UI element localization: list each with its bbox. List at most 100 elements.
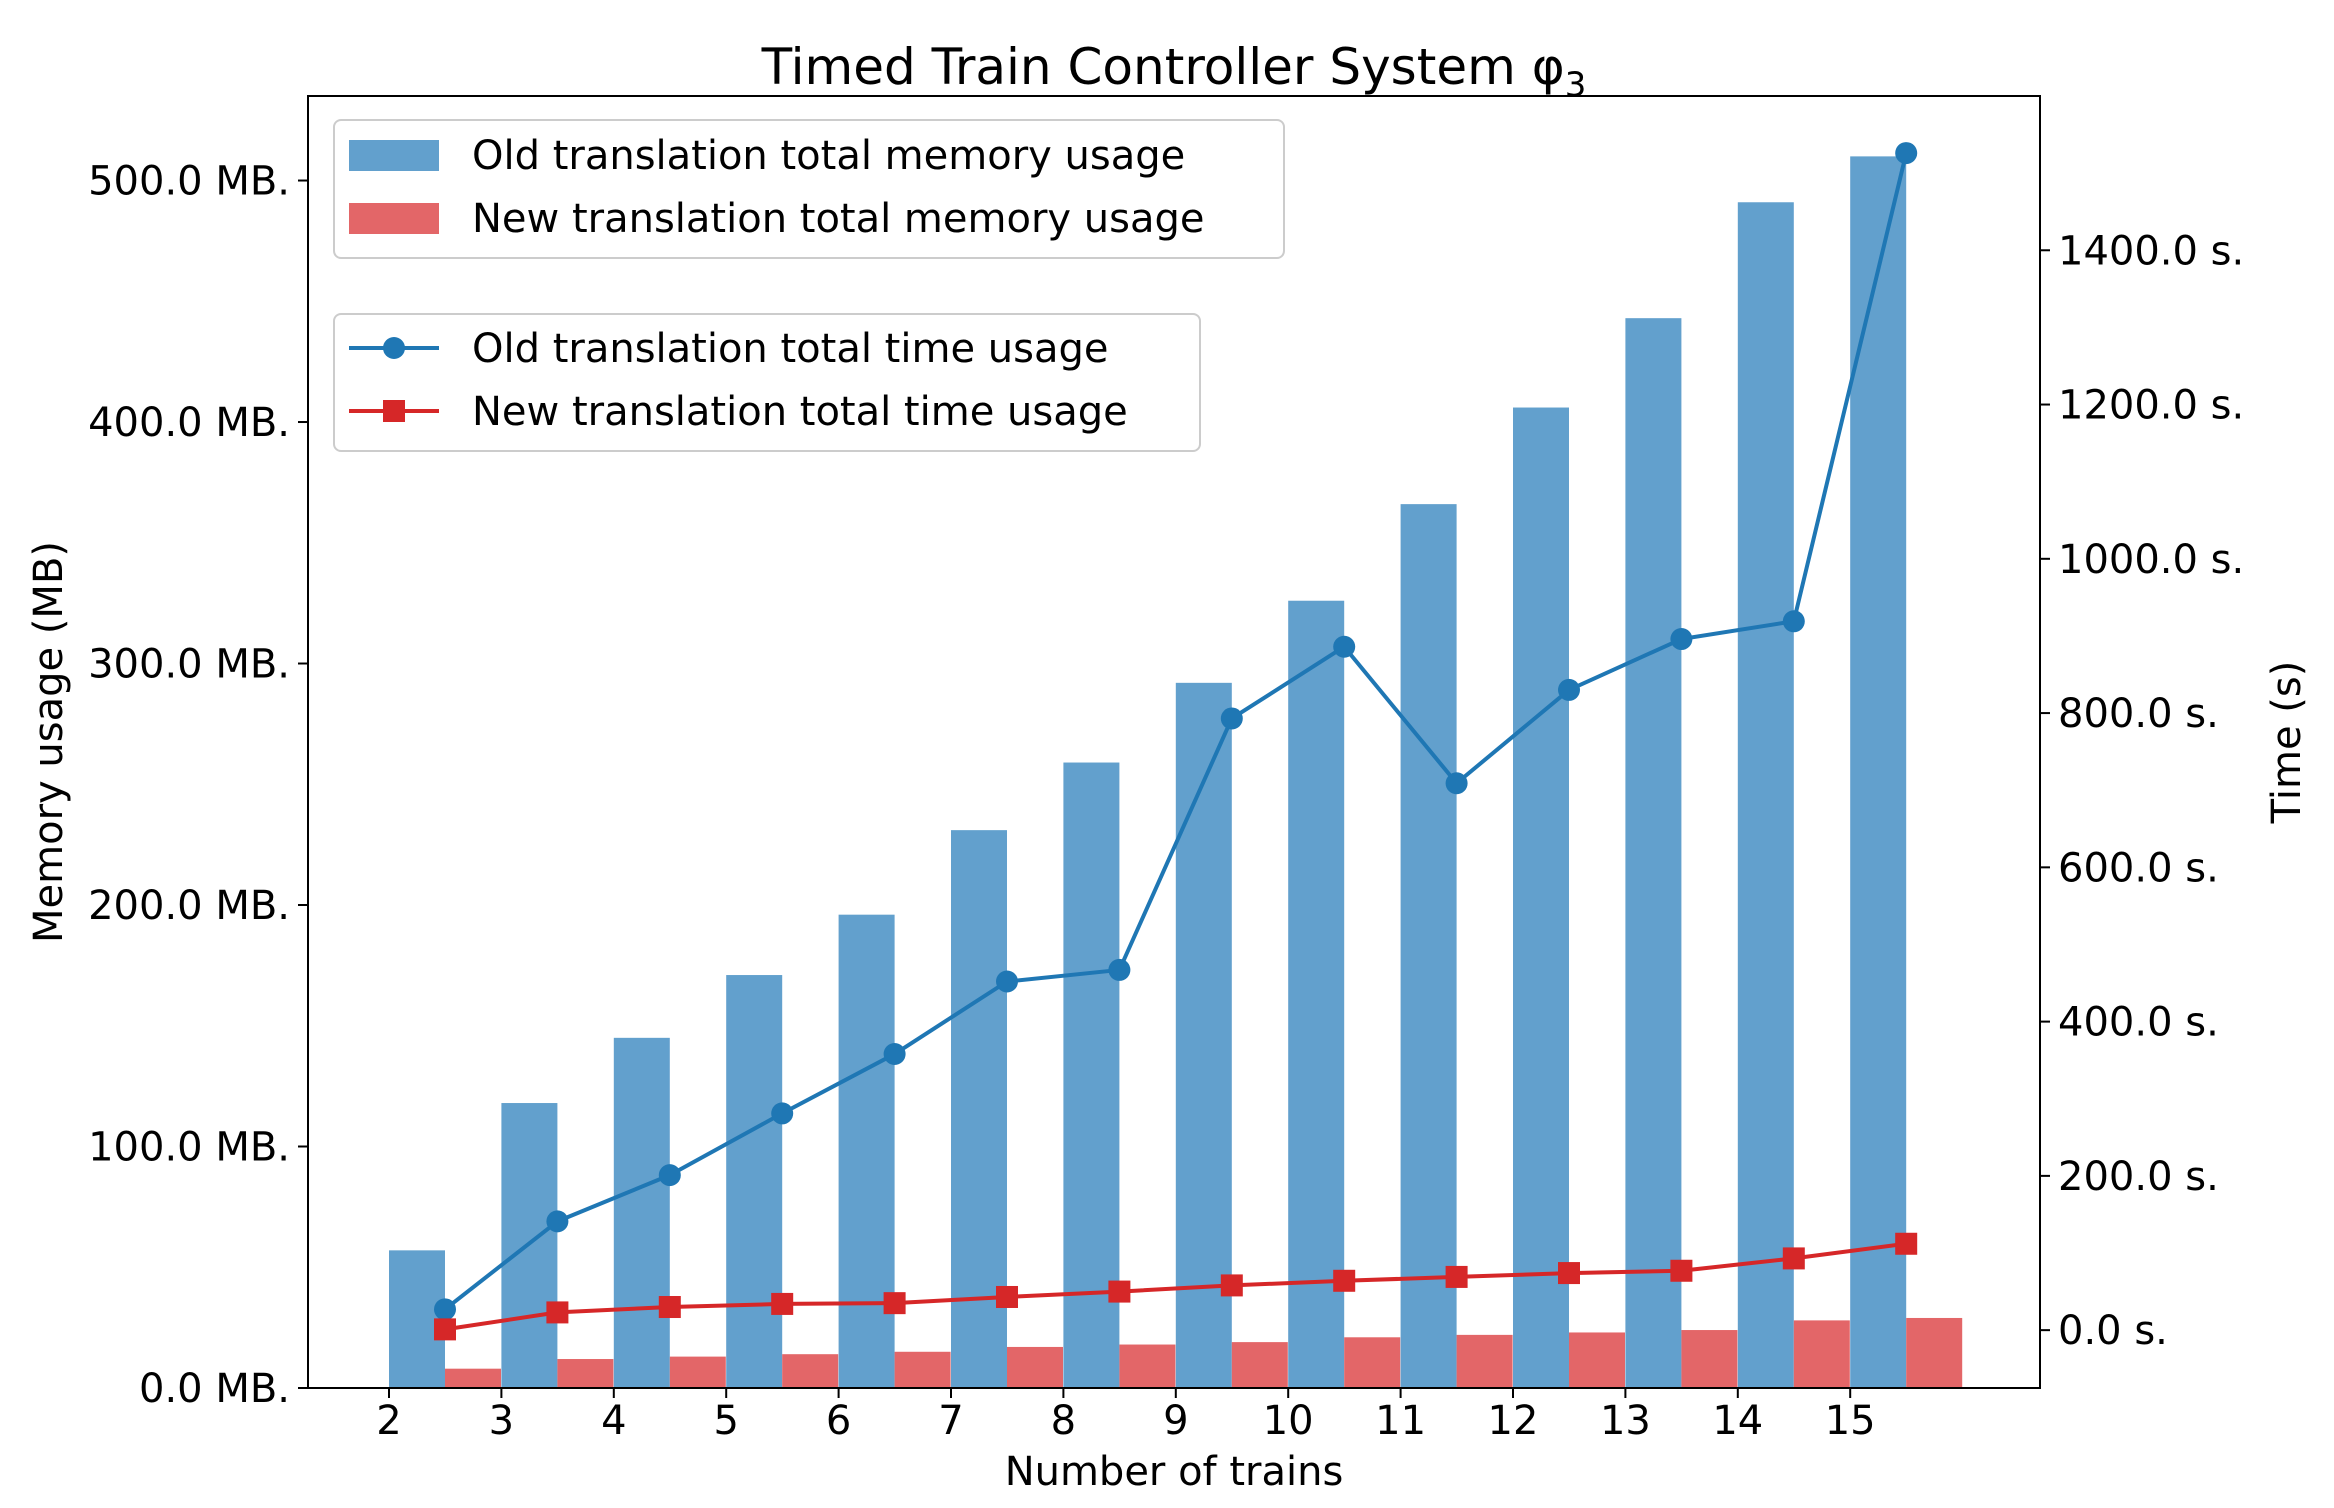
x-axis-label: Number of trains [1005, 1449, 1344, 1495]
old-time-marker-12 [1558, 678, 1580, 701]
bar-new-memory-11 [1456, 1334, 1513, 1388]
memory-legend-box [333, 119, 1285, 259]
bar-old-memory-14 [1737, 202, 1794, 1389]
x-tick-label-2: 2 [376, 1398, 401, 1444]
new-time-marker-12 [1558, 1262, 1580, 1285]
x-tick-label-10: 10 [1263, 1398, 1314, 1444]
old-time-marker-3 [546, 1210, 569, 1233]
bar-new-memory-13 [1681, 1330, 1738, 1388]
bar-old-memory-15 [1850, 156, 1907, 1389]
legend-label-new-memory: New translation total memory usage [472, 196, 1204, 242]
new-time-marker-14 [1782, 1247, 1805, 1270]
new-time-marker-2 [434, 1318, 456, 1341]
time-legend: Old translation total time usage New tra… [333, 313, 1201, 452]
bar-old-memory-12 [1513, 407, 1569, 1389]
time-legend-box [333, 313, 1201, 452]
new-time-marker-8 [1108, 1280, 1131, 1303]
y-left-tick-label-200: 200.0 MB. [88, 883, 290, 929]
x-tick-label-6: 6 [826, 1398, 851, 1444]
x-tick-label-7: 7 [938, 1398, 963, 1444]
y-axis-right-label: Time (s) [2264, 661, 2310, 825]
new-time-marker-4 [658, 1296, 681, 1319]
legend-swatch-old-memory [349, 140, 439, 171]
old-time-marker-15 [1895, 142, 1918, 165]
old-time-marker-6 [883, 1043, 906, 1066]
bar-old-memory-13 [1625, 318, 1682, 1389]
bar-new-memory-8 [1119, 1344, 1176, 1388]
y-right-tick-label-800: 800.0 s. [2058, 691, 2219, 737]
y-right-tick-label-1000: 1000.0 s. [2058, 537, 2244, 583]
bar-old-memory-6 [838, 914, 895, 1388]
bar-old-memory-11 [1400, 504, 1457, 1389]
bar-new-memory-3 [557, 1359, 614, 1388]
new-time-marker-6 [883, 1292, 906, 1315]
new-time-marker-10 [1333, 1269, 1356, 1292]
old-time-marker-2 [434, 1298, 456, 1321]
new-time-marker-3 [546, 1301, 569, 1324]
new-time-marker-5 [771, 1292, 794, 1315]
x-tick-label-3: 3 [489, 1398, 514, 1444]
legend-swatch-new-memory [349, 203, 439, 234]
y-right-tick-label-1400: 1400.0 s. [2058, 228, 2244, 274]
new-time-marker-13 [1670, 1259, 1693, 1282]
old-time-marker-5 [771, 1102, 794, 1125]
new-memory-bars [445, 1317, 1963, 1388]
old-time-line-path [443, 152, 1909, 1311]
x-tick-label-13: 13 [1600, 1398, 1651, 1444]
bar-new-memory-9 [1231, 1342, 1288, 1388]
old-time-marker-11 [1445, 772, 1468, 795]
y-right-tick-label-400: 400.0 s. [2058, 1000, 2219, 1046]
x-tick-label-5: 5 [713, 1398, 738, 1444]
bar-new-memory-12 [1569, 1332, 1625, 1388]
x-axis: 2 3 4 5 6 7 8 9 10 11 12 13 14 15 [376, 1388, 1876, 1444]
plot-border [307, 95, 2041, 1389]
x-tick-label-14: 14 [1712, 1398, 1763, 1444]
new-time-marker-15 [1895, 1232, 1918, 1255]
old-time-line [434, 142, 1918, 1321]
y-left-tick-label-400: 400.0 MB. [88, 400, 290, 446]
old-time-marker-7 [996, 970, 1018, 993]
old-time-marker-9 [1220, 707, 1243, 730]
x-tick-label-11: 11 [1375, 1398, 1426, 1444]
x-tick-label-9: 9 [1163, 1398, 1188, 1444]
y-left-tick-label-500: 500.0 MB. [88, 159, 290, 205]
bar-old-memory-5 [726, 975, 783, 1388]
legend-marker-new-time [383, 400, 405, 422]
x-tick-label-4: 4 [601, 1398, 626, 1444]
y-left-tick-label-100: 100.0 MB. [88, 1125, 290, 1171]
old-time-marker-8 [1108, 958, 1131, 981]
bar-new-memory-6 [894, 1351, 951, 1388]
old-time-marker-14 [1782, 610, 1805, 633]
bar-new-memory-15 [1906, 1317, 1963, 1388]
legend-label-old-time: Old translation total time usage [472, 326, 1108, 372]
new-time-marker-7 [996, 1285, 1018, 1308]
y-right-tick-label-600: 600.0 s. [2058, 845, 2219, 891]
y-axis-right: 0.0 s. 200.0 s. 400.0 s. 600.0 s. 800.0 s. 10… [2040, 228, 2244, 1354]
chart-title: Timed Train Controller System φ3 [761, 38, 1587, 105]
bar-old-memory-4 [613, 1037, 670, 1388]
y-axis-left: 0.0 MB. 100.0 MB. 200.0 MB. 300.0 MB. 400.0 … [88, 159, 308, 1412]
new-time-marker-11 [1445, 1265, 1468, 1288]
bar-new-memory-5 [782, 1354, 839, 1388]
bar-new-memory-4 [669, 1356, 726, 1388]
y-right-tick-label-1200: 1200.0 s. [2058, 383, 2244, 429]
y-right-tick-label-0: 0.0 s. [2058, 1308, 2168, 1354]
bar-new-memory-10 [1344, 1337, 1401, 1388]
y-right-tick-label-200: 200.0 s. [2058, 1154, 2219, 1200]
new-time-line [434, 1232, 1918, 1341]
legend-label-old-memory: Old translation total memory usage [472, 133, 1185, 179]
old-memory-bars [389, 156, 1907, 1389]
bar-old-memory-9 [1175, 682, 1232, 1388]
y-left-tick-label-300: 300.0 MB. [88, 642, 290, 688]
bar-new-memory-14 [1793, 1320, 1850, 1388]
plot-area [307, 95, 2041, 1389]
legend-label-new-time: New translation total time usage [472, 389, 1128, 435]
y-axis-left-label: Memory usage (MB) [26, 541, 72, 943]
bar-new-memory-7 [1007, 1346, 1063, 1388]
bar-new-memory-2 [445, 1368, 501, 1388]
old-time-marker-10 [1333, 635, 1356, 658]
old-time-marker-4 [658, 1164, 681, 1187]
x-tick-label-8: 8 [1051, 1398, 1076, 1444]
y-left-tick-label-0: 0.0 MB. [139, 1366, 290, 1412]
